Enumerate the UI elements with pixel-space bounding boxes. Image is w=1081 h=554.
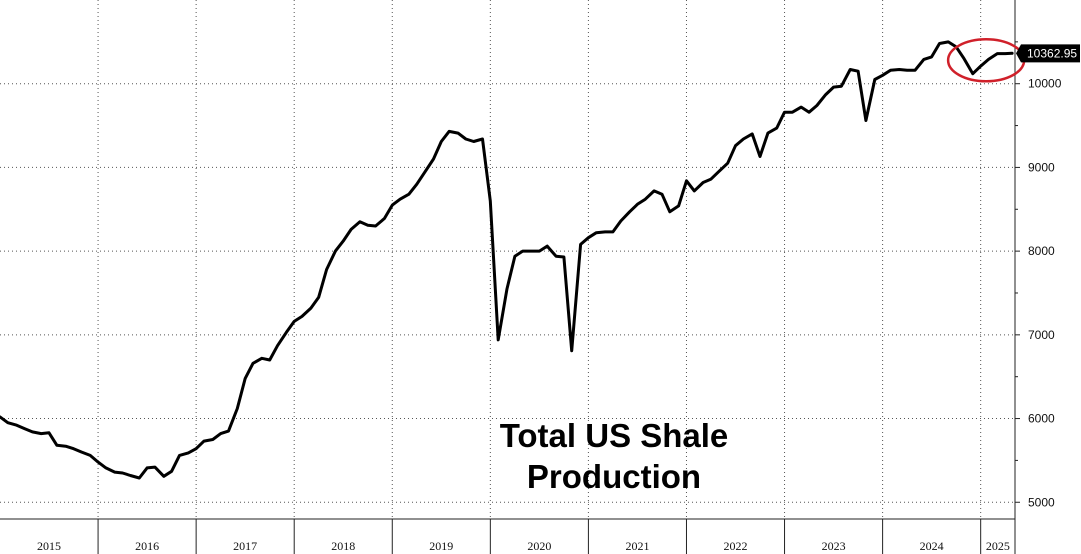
last-value-label: 10362.95: [1027, 46, 1077, 60]
x-tick-label: 2020: [527, 539, 551, 553]
x-tick-label: 2022: [724, 539, 748, 553]
y-tick-label: 9000: [1028, 160, 1055, 174]
last-value-marker: [1016, 44, 1080, 63]
x-tick-label: 2015: [37, 539, 61, 553]
axes: [0, 0, 1020, 554]
y-tick-label: 5000: [1028, 495, 1055, 509]
x-tick-label: 2018: [331, 539, 355, 553]
x-tick-label: 2019: [429, 539, 453, 553]
x-tick-label: 2024: [920, 539, 944, 553]
series-layer: [0, 38, 1026, 480]
x-tick-label: 2017: [233, 539, 257, 553]
x-tick-label: 2023: [822, 539, 846, 553]
x-tick-label: 2021: [625, 539, 649, 553]
y-tick-label: 10000: [1028, 77, 1062, 91]
chart-title-line-1: Total US Shale: [500, 417, 729, 454]
y-tick-label: 7000: [1028, 328, 1055, 342]
chart-title-line-2: Production: [527, 458, 701, 495]
gridlines: [0, 0, 1015, 519]
y-tick-label: 8000: [1028, 244, 1055, 258]
x-tick-label: 2025: [986, 539, 1010, 553]
y-tick-label: 6000: [1028, 412, 1055, 426]
labels: 5000 6000 7000 8000 9000 10000 2015 2016 2017 201…: [37, 44, 1080, 553]
series-line: [0, 40, 1014, 480]
x-tick-label: 2016: [135, 539, 159, 553]
